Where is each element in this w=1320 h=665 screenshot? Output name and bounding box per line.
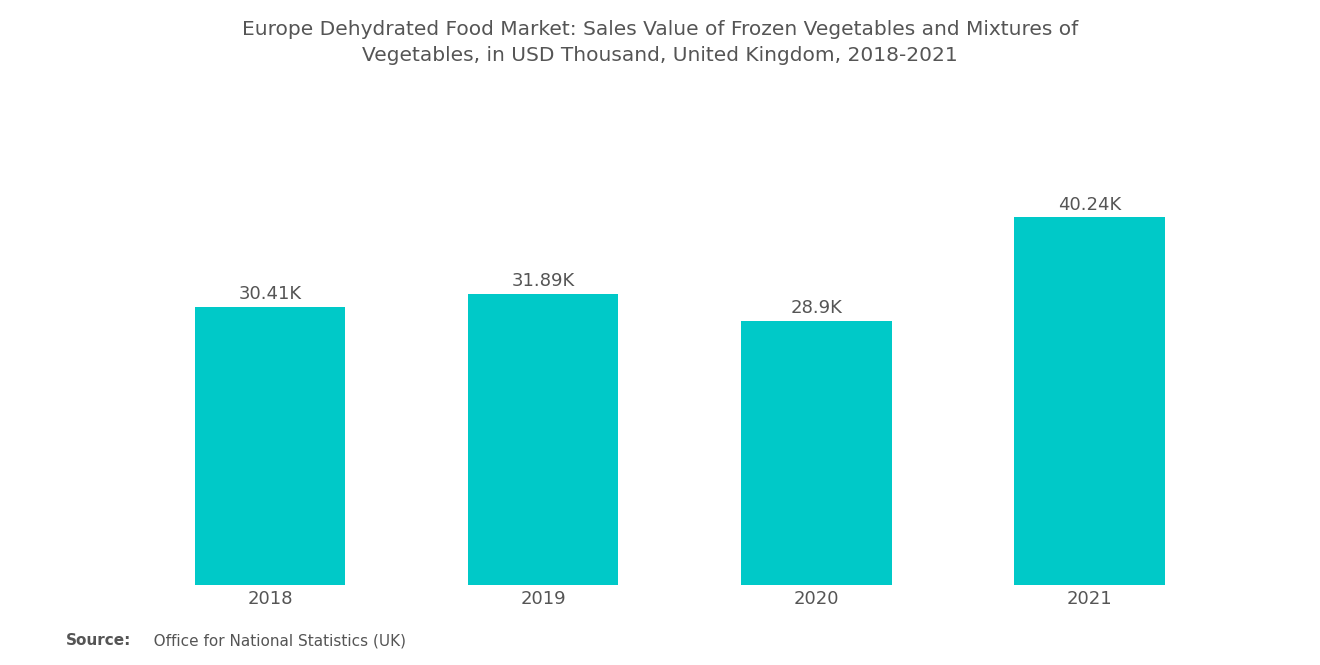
Bar xyxy=(195,307,345,585)
Text: Office for National Statistics (UK): Office for National Statistics (UK) xyxy=(139,633,405,648)
Bar xyxy=(1015,217,1164,585)
Text: 40.24K: 40.24K xyxy=(1059,196,1121,213)
Text: Europe Dehydrated Food Market: Sales Value of Frozen Vegetables and Mixtures of
: Europe Dehydrated Food Market: Sales Val… xyxy=(242,20,1078,65)
Text: 30.41K: 30.41K xyxy=(239,285,301,303)
Bar xyxy=(742,321,891,585)
Bar xyxy=(469,294,618,585)
Text: 28.9K: 28.9K xyxy=(791,299,842,317)
Text: Source:: Source: xyxy=(66,633,132,648)
Text: 31.89K: 31.89K xyxy=(512,272,574,290)
